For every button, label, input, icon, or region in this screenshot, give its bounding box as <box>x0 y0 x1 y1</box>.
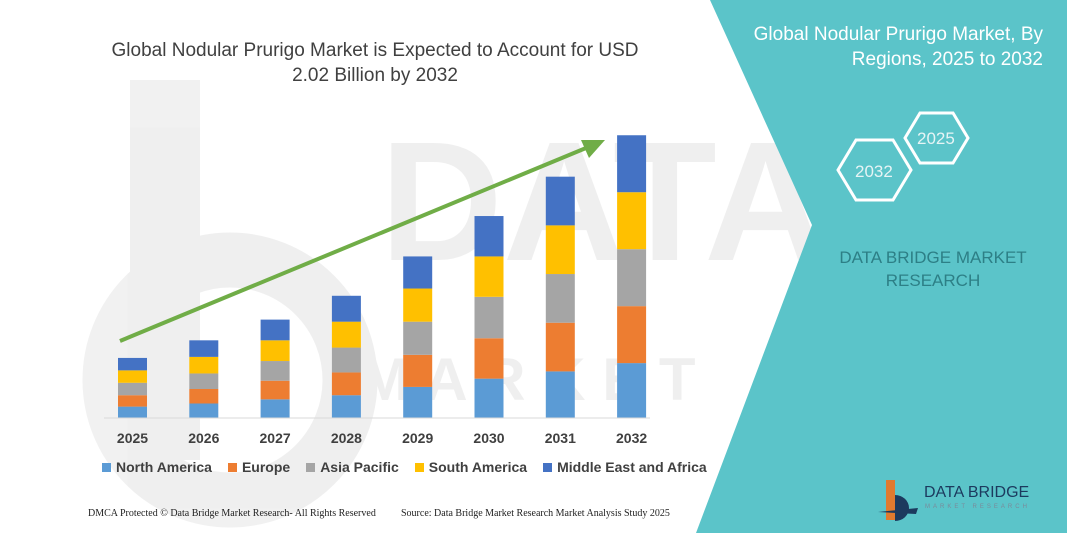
bar-2025-north-america <box>118 406 147 418</box>
bar-2029-north-america <box>403 386 433 418</box>
bar-2031-north-america <box>545 371 575 418</box>
bar-2025-asia-pacific <box>118 382 147 396</box>
bar-2032-asia-pacific <box>617 249 647 307</box>
bar-2029-asia-pacific <box>403 321 433 355</box>
legend-item: Middle East and Africa <box>543 459 707 475</box>
bar-2031-middle-east-and-africa <box>545 176 575 226</box>
chart-legend: North America Europe Asia Pacific South Ame… <box>102 459 707 475</box>
legend-label: Europe <box>241 459 291 475</box>
legend-item: Europe <box>227 459 291 475</box>
bar-2029-europe <box>403 354 433 387</box>
brand-line1: DATA BRIDGE MARKET <box>839 248 1027 267</box>
hex-label-2025: 2025 <box>917 129 955 148</box>
brand-line2: RESEARCH <box>885 271 981 290</box>
legend-label: South America <box>428 459 528 475</box>
x-tick-label: 2031 <box>545 430 576 446</box>
bar-2028-asia-pacific <box>331 347 361 373</box>
bar-2030-europe <box>474 338 504 379</box>
data-bridge-logo-icon <box>878 480 918 521</box>
bar-2026-north-america <box>189 403 219 418</box>
legend-item: Asia Pacific <box>306 459 399 475</box>
trend-arrow <box>119 140 605 343</box>
legend-item: South America <box>414 459 528 475</box>
chart-title: Global Nodular Prurigo Market is Expecte… <box>100 38 650 88</box>
legend-swatch <box>227 462 237 472</box>
x-tick-label: 2026 <box>188 430 219 446</box>
right-panel-title: Global Nodular Prurigo Market, By Region… <box>730 22 1043 72</box>
bar-2030-asia-pacific <box>474 296 504 339</box>
legend-swatch <box>414 462 424 472</box>
right-panel <box>696 0 1067 533</box>
right-title-line2: Regions, 2025 to 2032 <box>851 49 1043 70</box>
bar-2032-europe <box>617 306 647 364</box>
bar-2029-south-america <box>403 288 433 322</box>
legend-swatch <box>102 462 111 472</box>
right-title-line1: Global Nodular Prurigo Market, By <box>753 24 1043 45</box>
bar-2028-europe <box>331 372 361 396</box>
bar-2028-middle-east-and-africa <box>331 295 361 322</box>
x-tick-label: 2025 <box>117 430 148 446</box>
bar-2025-middle-east-and-africa <box>118 357 147 371</box>
bar-2030-south-america <box>474 256 504 297</box>
bar-2030-north-america <box>474 378 504 418</box>
footer-source: Source: Data Bridge Market Research Mark… <box>401 508 670 519</box>
bar-2026-europe <box>189 389 219 404</box>
legend-item: North America <box>102 459 212 475</box>
bar-2031-europe <box>545 322 575 372</box>
chart-title-line1: Global Nodular Prurigo Market is Expecte… <box>111 40 639 61</box>
bar-2026-south-america <box>189 356 219 374</box>
hex-label-2032: 2032 <box>855 162 893 181</box>
bar-2025-europe <box>118 395 147 407</box>
bar-2031-south-america <box>545 225 575 275</box>
logo-name: DATA BRIDGE <box>924 484 1030 501</box>
bar-2032-middle-east-and-africa <box>617 135 647 193</box>
brand-text: DATA BRIDGE MARKET RESEARCH <box>818 246 1048 292</box>
footer-copyright: DMCA Protected © Data Bridge Market Rese… <box>88 508 376 519</box>
hexagon-2032 <box>836 138 913 202</box>
bar-2026-middle-east-and-africa <box>189 340 219 357</box>
legend-label: Asia Pacific <box>320 459 399 475</box>
legend-swatch <box>543 462 553 472</box>
bar-2032-north-america <box>617 363 647 418</box>
bar-2026-asia-pacific <box>189 373 219 389</box>
bar-2027-south-america <box>260 340 290 362</box>
legend-swatch <box>306 462 316 472</box>
bar-2028-north-america <box>331 395 361 418</box>
bar-2027-europe <box>260 380 290 400</box>
x-tick-label: 2028 <box>331 430 362 446</box>
bar-2028-south-america <box>331 321 361 348</box>
hexagon-2025 <box>903 111 970 165</box>
legend-label: North America <box>116 459 212 475</box>
bar-2027-north-america <box>260 399 290 418</box>
legend-label: Middle East and Africa <box>557 459 707 475</box>
bar-2027-asia-pacific <box>260 361 290 381</box>
chart-title-line2: 2.02 Billion by 2032 <box>292 65 458 86</box>
bar-2030-middle-east-and-africa <box>474 216 504 257</box>
bar-2029-middle-east-and-africa <box>403 256 433 289</box>
x-tick-label: 2027 <box>260 430 291 446</box>
bar-2032-south-america <box>617 192 647 250</box>
bar-2027-middle-east-and-africa <box>260 319 290 341</box>
bar-2025-south-america <box>118 370 147 383</box>
bar-2031-asia-pacific <box>545 274 575 323</box>
x-tick-label: 2029 <box>402 430 433 446</box>
x-tick-label: 2030 <box>473 430 504 446</box>
x-tick-label: 2032 <box>616 430 647 446</box>
logo-subtitle: MARKET RESEARCH <box>925 504 1030 510</box>
